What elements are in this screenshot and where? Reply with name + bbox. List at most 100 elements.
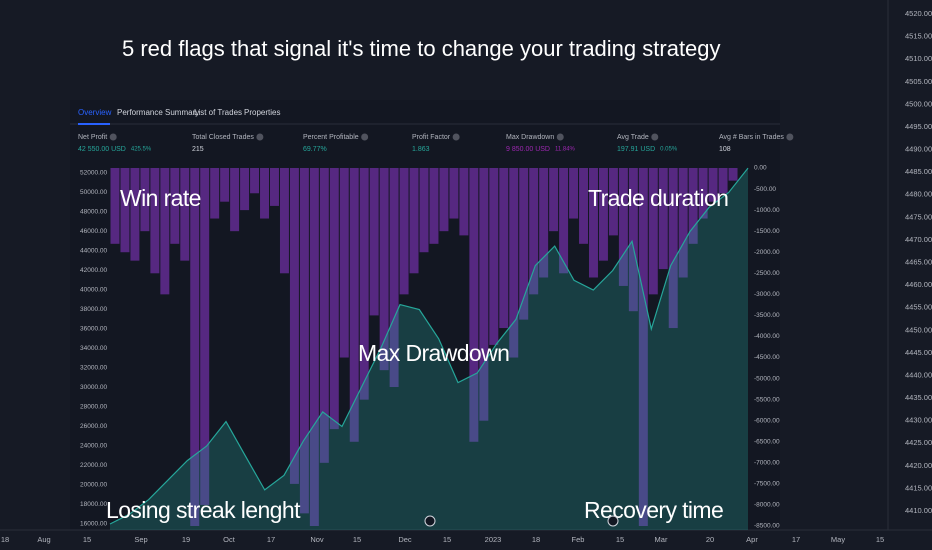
drawdown-tick-label: -8500.00 [754, 523, 780, 530]
equity-tick-label: 52000.00 [80, 170, 107, 177]
price-label: 4475.00 [905, 212, 932, 221]
price-label: 4470.00 [905, 235, 932, 244]
date-label: 15 [616, 535, 624, 544]
equity-tick-label: 24000.00 [80, 443, 107, 450]
metric-extra: 425.5% [131, 147, 152, 153]
price-label: 4415.00 [905, 483, 932, 492]
drawdown-bar [399, 168, 409, 295]
info-icon [361, 133, 369, 141]
drawdown-tick-label: -500.00 [754, 186, 776, 193]
drawdown-bar [349, 168, 359, 442]
equity-tick-label: 26000.00 [80, 423, 107, 430]
drawdown-bar [339, 168, 349, 358]
drawdown-bar [369, 168, 379, 316]
drawdown-bar [509, 168, 519, 358]
drawdown-bar [469, 168, 479, 442]
date-label: Mar [655, 535, 668, 544]
overlay-label: Recovery time [584, 497, 723, 523]
metric-label: Profit Factor [412, 134, 451, 141]
drawdown-bar [140, 168, 150, 232]
drawdown-tick-label: -6000.00 [754, 417, 780, 424]
drawdown-bar [519, 168, 529, 320]
drawdown-bar [190, 168, 200, 526]
price-label: 4410.00 [905, 506, 932, 515]
metric-label: Total Closed Trades [192, 134, 254, 141]
price-label: 4500.00 [905, 99, 932, 108]
drawdown-bar [479, 168, 489, 421]
info-icon [452, 133, 460, 141]
date-label: Apr [746, 535, 758, 544]
drawdown-bar [319, 168, 329, 463]
metric-extra: 0.05% [660, 147, 678, 153]
drawdown-bar [309, 168, 319, 526]
overlay-label: Win rate [120, 185, 201, 211]
tab[interactable]: Performance Summary [117, 108, 199, 117]
metric-label: Percent Profitable [303, 134, 359, 141]
drawdown-bar [200, 168, 210, 505]
drawdown-bar [220, 168, 230, 202]
drawdown-bar [299, 168, 309, 514]
date-label: 15 [353, 535, 361, 544]
metric-value: 215 [192, 146, 204, 153]
drawdown-tick-label: -8000.00 [754, 502, 780, 509]
metric-value: 197.91 USD [617, 146, 655, 153]
metric-value: 108 [719, 146, 731, 153]
equity-tick-label: 20000.00 [80, 482, 107, 489]
metric-value: 42 550.00 USD [78, 146, 126, 153]
drawdown-bar [628, 168, 638, 312]
drawdown-bar [250, 168, 260, 194]
drawdown-bar [618, 168, 628, 286]
drawdown-bar [549, 168, 559, 232]
drawdown-bar [688, 168, 698, 244]
drawdown-bar [180, 168, 190, 261]
equity-tick-label: 46000.00 [80, 228, 107, 235]
drawdown-tick-label: -7000.00 [754, 460, 780, 467]
info-icon [556, 133, 564, 141]
drawdown-bar [289, 168, 299, 484]
drawdown-bar [359, 168, 369, 400]
date-label: May [831, 535, 845, 544]
drawdown-tick-label: 0.00 [754, 165, 767, 172]
equity-tick-label: 36000.00 [80, 326, 107, 333]
price-label: 4420.00 [905, 461, 932, 470]
date-label: Aug [37, 535, 50, 544]
date-label: 15 [443, 535, 451, 544]
event-marker[interactable] [607, 515, 619, 527]
drawdown-tick-label: -7500.00 [754, 481, 780, 488]
drawdown-bar [598, 168, 608, 261]
date-label: 15 [876, 535, 884, 544]
price-label: 4430.00 [905, 416, 932, 425]
price-label: 4485.00 [905, 167, 932, 176]
event-marker[interactable] [424, 515, 436, 527]
metric-value: 69.77% [303, 146, 327, 153]
date-label: 18 [532, 535, 540, 544]
drawdown-tick-label: -2000.00 [754, 249, 780, 256]
info-icon [256, 133, 264, 141]
equity-tick-label: 16000.00 [80, 521, 107, 528]
drawdown-bar [270, 168, 279, 206]
drawdown-bar [608, 168, 618, 236]
equity-tick-label: 22000.00 [80, 462, 107, 469]
equity-tick-label: 28000.00 [80, 404, 107, 411]
equity-line [109, 167, 749, 525]
date-label: Nov [310, 535, 324, 544]
metric-label: Net Profit [78, 134, 107, 141]
price-label: 4520.00 [905, 9, 932, 18]
price-label: 4515.00 [905, 32, 932, 41]
tab[interactable]: Overview [78, 108, 112, 117]
equity-tick-label: 38000.00 [80, 306, 107, 313]
drawdown-bar [379, 168, 389, 371]
tab[interactable]: Properties [244, 108, 280, 117]
metric-label: Avg Trade [617, 134, 649, 141]
price-label: 4440.00 [905, 370, 932, 379]
drawdown-bar [678, 168, 688, 278]
drawdown-tick-label: -1000.00 [754, 207, 780, 214]
headline: 5 red flags that signal it's time to cha… [122, 36, 721, 61]
date-label: 17 [792, 535, 800, 544]
drawdown-bar [230, 168, 240, 232]
equity-area [110, 168, 748, 530]
price-label: 4455.00 [905, 303, 932, 312]
drawdown-bar [489, 168, 499, 345]
tab[interactable]: List of Trades [194, 108, 242, 117]
drawdown-bar [668, 168, 678, 329]
